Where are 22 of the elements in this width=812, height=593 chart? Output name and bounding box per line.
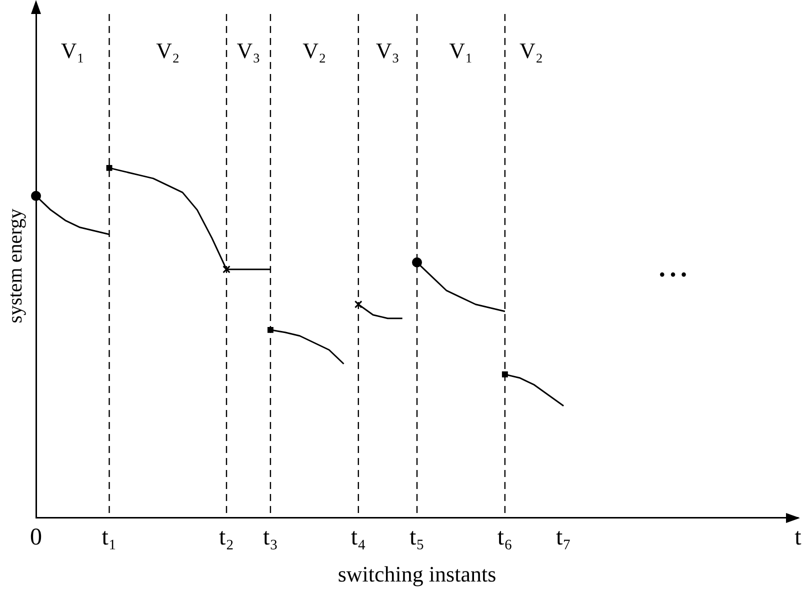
- x-tick-label: t: [794, 524, 802, 550]
- x-tick-label: t₂: [218, 524, 234, 550]
- y-axis-title: system energy: [4, 208, 26, 324]
- text: V₂: [302, 38, 326, 63]
- text: V₁: [449, 38, 473, 63]
- annotation: • • •: [659, 264, 687, 285]
- text: V₂: [520, 38, 544, 63]
- point: [354, 300, 362, 308]
- x-tick-label: t₄: [350, 524, 366, 550]
- point: [222, 265, 230, 274]
- x-tick-label: t₇: [556, 524, 572, 550]
- x-tick-label: t₃: [262, 524, 278, 550]
- text: V₁: [60, 38, 84, 63]
- text: V₃: [376, 38, 400, 63]
- text: V₂: [156, 38, 180, 63]
- text: V₃: [236, 38, 260, 63]
- x-axis-title: switching instants: [338, 562, 496, 587]
- point: [31, 190, 41, 201]
- x-tick-label: 0: [30, 524, 42, 550]
- x-tick-label: t₅: [409, 524, 425, 550]
- x-tick-label: t₆: [497, 524, 512, 550]
- x-tick-label: t₁: [102, 524, 117, 550]
